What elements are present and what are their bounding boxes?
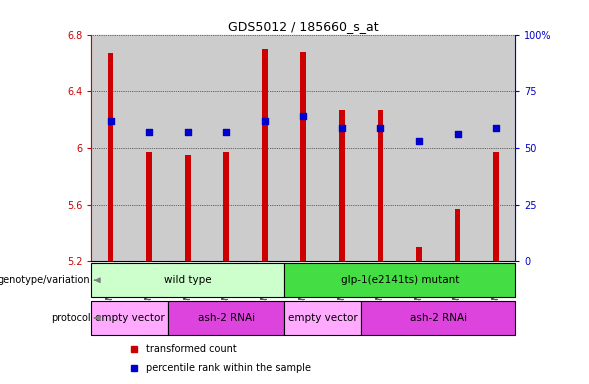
Text: glp-1(e2141ts) mutant: glp-1(e2141ts) mutant [340, 275, 459, 285]
Bar [284, 263, 515, 297]
Bar [146, 152, 152, 262]
Bar [323, 35, 361, 262]
Text: empty vector: empty vector [95, 313, 165, 323]
Bar [91, 301, 168, 335]
Bar [246, 35, 284, 262]
Bar [130, 35, 168, 262]
Text: empty vector: empty vector [288, 313, 358, 323]
Bar [416, 247, 422, 262]
Text: ash-2 RNAi: ash-2 RNAi [198, 313, 255, 323]
Text: protocol: protocol [51, 313, 91, 323]
Bar [108, 53, 114, 262]
Bar [361, 301, 515, 335]
Bar [455, 209, 461, 262]
Bar [223, 152, 229, 262]
Bar [438, 35, 477, 262]
Bar [339, 110, 345, 262]
Bar [284, 35, 323, 262]
Point [221, 129, 231, 135]
Point [491, 124, 501, 131]
Point [414, 138, 423, 144]
Title: GDS5012 / 185660_s_at: GDS5012 / 185660_s_at [228, 20, 379, 33]
Text: ash-2 RNAi: ash-2 RNAi [410, 313, 467, 323]
Bar [284, 301, 361, 335]
Bar [168, 35, 207, 262]
Bar [185, 155, 191, 262]
Point [106, 118, 115, 124]
Bar [207, 35, 246, 262]
Bar [400, 35, 438, 262]
Point [453, 131, 462, 137]
Bar [378, 110, 383, 262]
Bar [91, 263, 284, 297]
Point [337, 124, 346, 131]
Bar [91, 35, 130, 262]
Text: wild type: wild type [164, 275, 211, 285]
Text: genotype/variation: genotype/variation [0, 275, 91, 285]
Bar [262, 49, 267, 262]
Point [299, 113, 308, 119]
Point [376, 124, 385, 131]
Bar [493, 152, 499, 262]
Bar [168, 301, 284, 335]
Text: percentile rank within the sample: percentile rank within the sample [147, 363, 312, 373]
Bar [477, 35, 515, 262]
Bar [361, 35, 400, 262]
Point [183, 129, 193, 135]
Point [260, 118, 270, 124]
Point [144, 129, 154, 135]
Text: transformed count: transformed count [147, 344, 237, 354]
Bar [300, 51, 306, 262]
